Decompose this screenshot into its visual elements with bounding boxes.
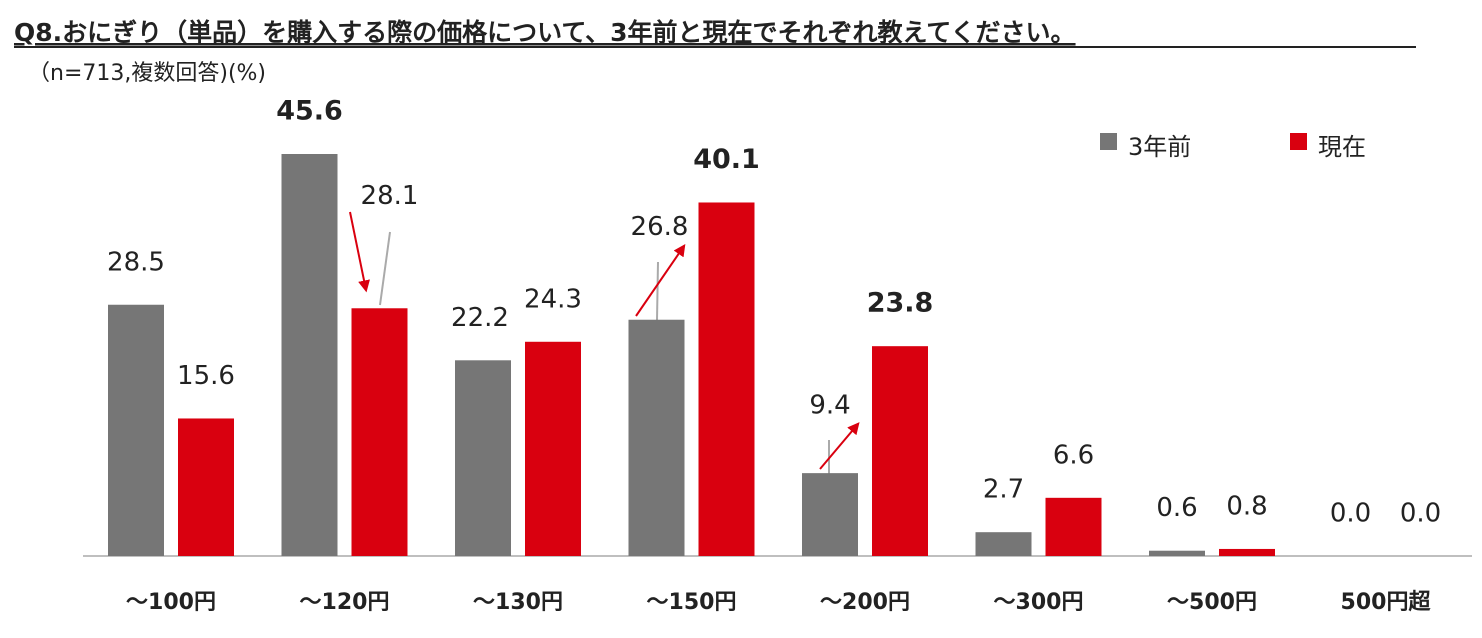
data-label: 23.8: [867, 288, 934, 319]
bar: [975, 532, 1032, 556]
data-label: 0.0: [1330, 499, 1371, 529]
leader-line: [379, 231, 391, 306]
x-tick-label: ～200円: [820, 590, 910, 615]
bar: [698, 202, 755, 556]
bar: [178, 418, 234, 556]
legend-label: 現在: [1318, 133, 1366, 161]
legend-swatch: [1290, 133, 1307, 150]
chart-title: Q8.おにぎり（単品）を購入する際の価格について、3年前と現在でそれぞれ教えてく…: [14, 18, 1076, 47]
data-label: 22.2: [451, 303, 509, 333]
data-label: 0.0: [1400, 499, 1441, 529]
bar: [872, 346, 928, 556]
bar: [1149, 550, 1205, 556]
data-label: 6.6: [1053, 440, 1094, 470]
bar: [525, 341, 581, 556]
data-label: 26.8: [631, 212, 689, 242]
bar: [1045, 497, 1102, 556]
bar: [628, 319, 685, 556]
data-label: 40.1: [693, 144, 760, 175]
data-label: 9.4: [809, 391, 850, 421]
arrow: [635, 244, 686, 317]
bar: [281, 154, 338, 556]
arrow: [349, 211, 370, 293]
leader-line: [656, 261, 659, 321]
x-tick-label: ～120円: [300, 590, 390, 615]
bar: [455, 360, 511, 556]
x-tick-label: ～100円: [126, 590, 216, 615]
bar: [351, 308, 408, 556]
data-label: 15.6: [177, 361, 235, 391]
x-tick-label: ～300円: [994, 590, 1084, 615]
bar: [802, 473, 858, 556]
data-label: 24.3: [524, 284, 582, 314]
x-tick-label: ～150円: [647, 590, 737, 615]
data-label: 2.7: [983, 475, 1024, 505]
x-tick-label: 500円超: [1341, 590, 1432, 615]
x-tick-label: ～500円: [1167, 590, 1257, 615]
data-label: 0.6: [1156, 493, 1197, 523]
chart-subtitle: （n=713,複数回答)(%): [28, 61, 266, 86]
data-label: 28.1: [361, 181, 419, 211]
bar: [108, 304, 164, 556]
data-label: 45.6: [276, 96, 343, 127]
arrow: [819, 422, 860, 470]
data-label: 0.8: [1226, 491, 1267, 521]
x-tick-label: ～130円: [473, 590, 563, 615]
data-label: 28.5: [107, 247, 165, 277]
legend-label: 3年前: [1128, 133, 1191, 161]
bar: [1219, 548, 1275, 556]
legend-swatch: [1100, 133, 1117, 150]
